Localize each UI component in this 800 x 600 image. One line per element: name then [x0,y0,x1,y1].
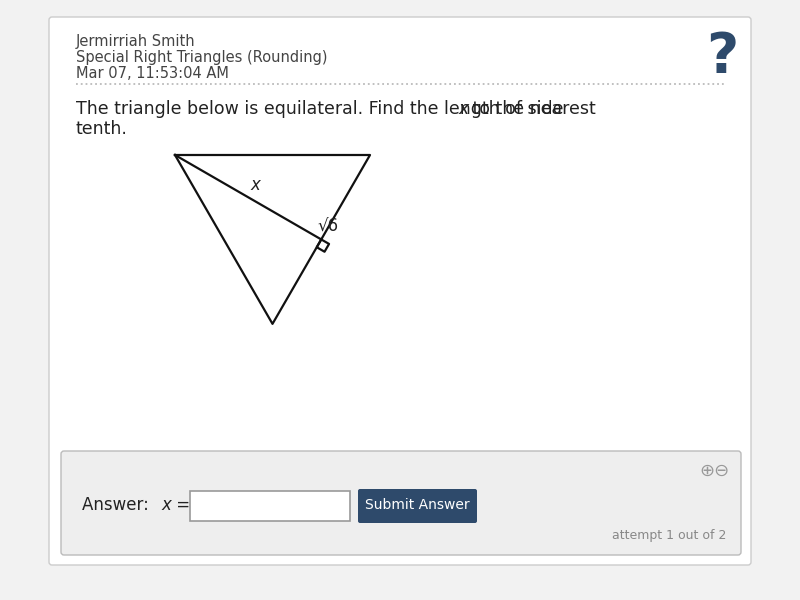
Text: =: = [171,496,190,514]
Text: to the nearest: to the nearest [467,100,596,118]
Text: x: x [161,496,171,514]
Text: x: x [458,100,468,118]
Text: Submit Answer: Submit Answer [365,498,470,512]
FancyBboxPatch shape [190,491,350,521]
Text: tenth.: tenth. [76,120,128,138]
Text: The triangle below is equilateral. Find the length of side: The triangle below is equilateral. Find … [76,100,569,118]
FancyBboxPatch shape [61,451,741,555]
Text: attempt 1 out of 2: attempt 1 out of 2 [612,529,726,542]
Text: ?: ? [706,30,738,84]
Text: ⊕⊖: ⊕⊖ [700,462,730,480]
FancyBboxPatch shape [358,489,477,523]
Text: Jermirriah Smith: Jermirriah Smith [76,34,196,49]
FancyBboxPatch shape [49,17,751,565]
Text: Special Right Triangles (Rounding): Special Right Triangles (Rounding) [76,50,327,65]
Text: x: x [250,176,260,194]
Text: Answer:: Answer: [82,496,159,514]
Text: Mar 07, 11:53:04 AM: Mar 07, 11:53:04 AM [76,66,229,81]
Text: √6: √6 [318,217,338,235]
